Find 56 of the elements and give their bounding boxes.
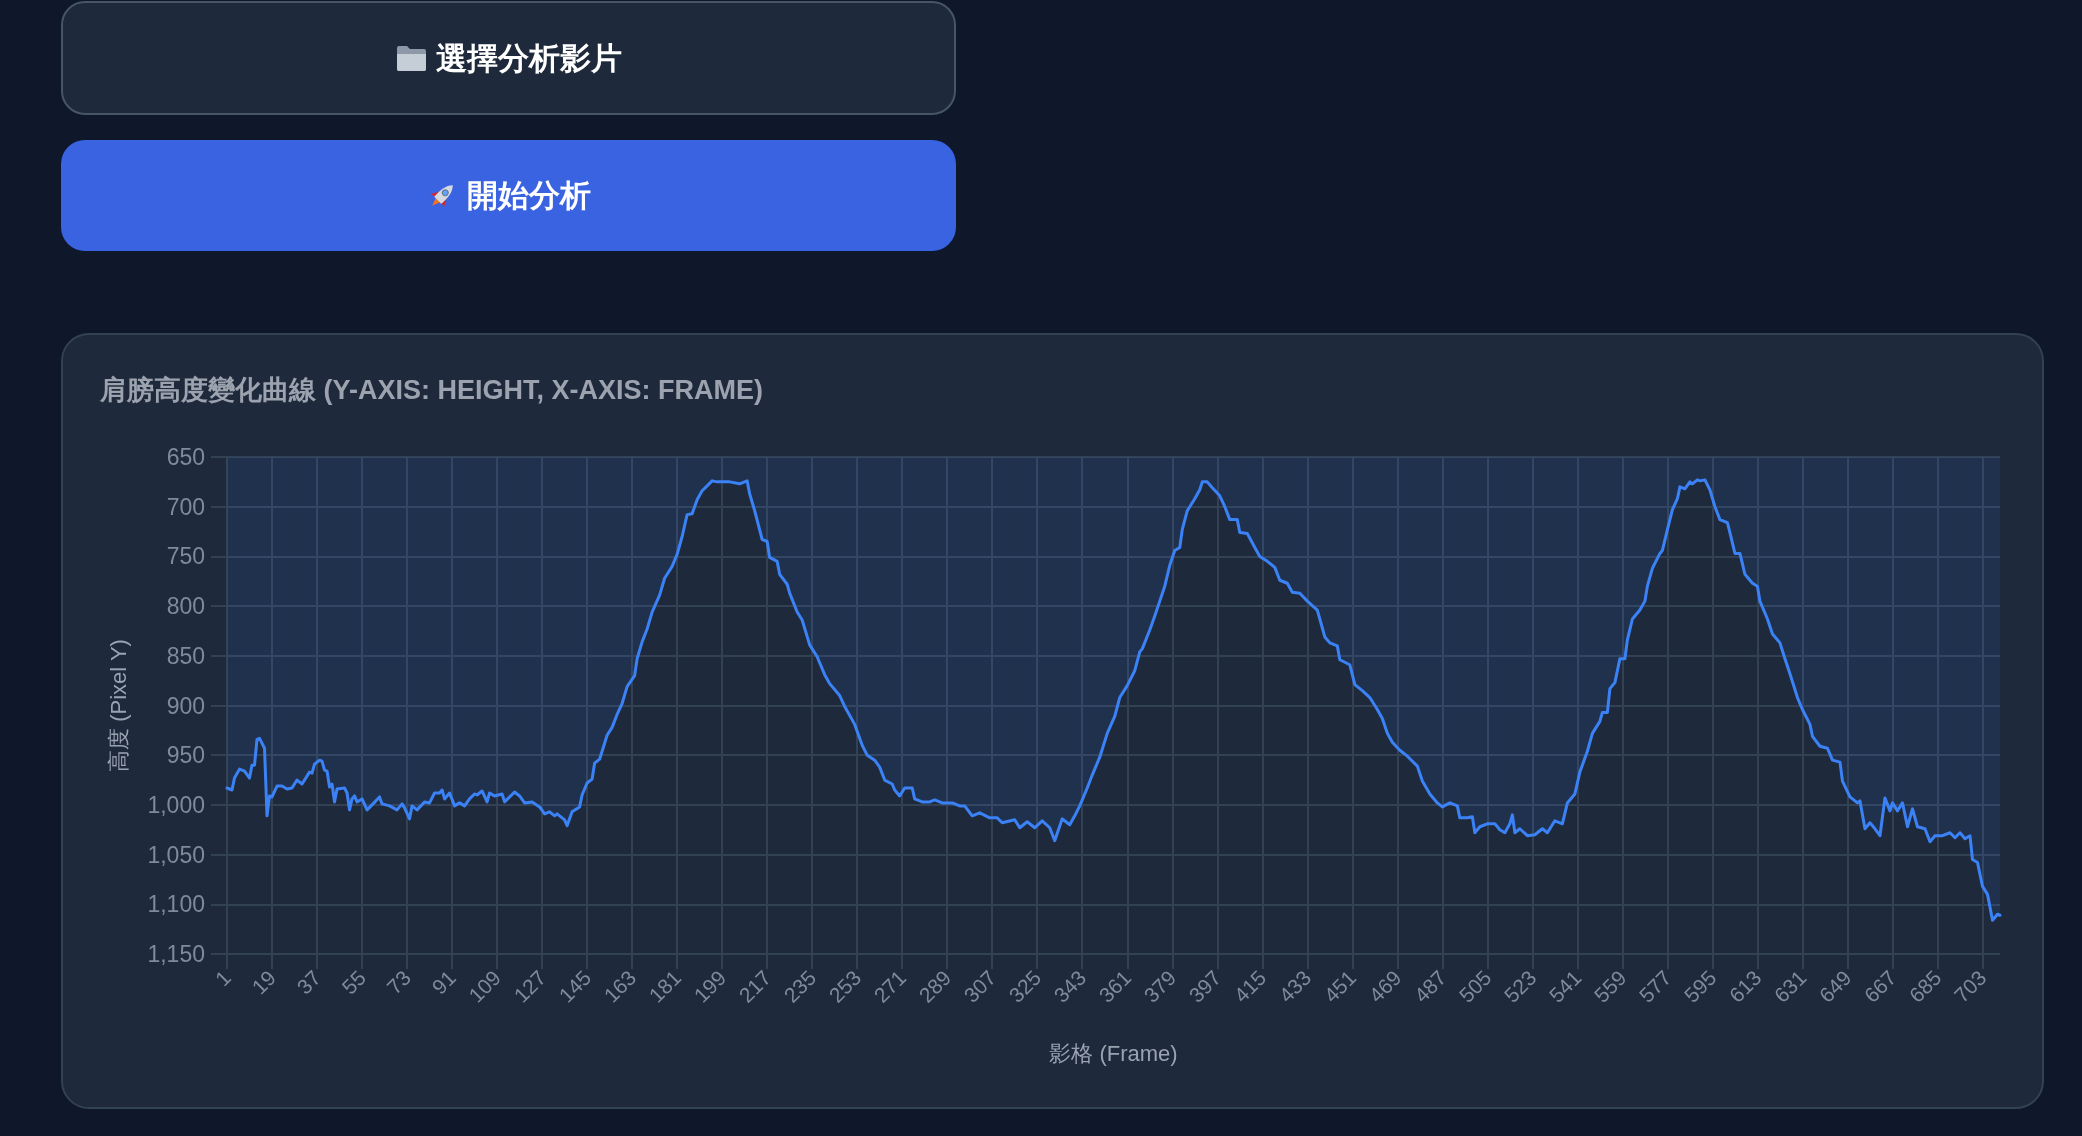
y-tick-label: 800 xyxy=(166,593,205,620)
x-tick-label: 199 xyxy=(689,965,731,1007)
x-tick-label: 685 xyxy=(1904,965,1946,1007)
start-button[interactable]: 開始分析 xyxy=(61,140,956,251)
select-file-button[interactable]: 選擇分析影片 xyxy=(61,1,956,115)
x-tick-label: 55 xyxy=(337,965,371,999)
x-tick-label: 469 xyxy=(1364,965,1406,1007)
y-tick-label: 950 xyxy=(166,742,205,769)
y-tick-label: 900 xyxy=(166,692,205,719)
x-tick-label: 397 xyxy=(1184,965,1226,1007)
x-tick-label: 145 xyxy=(554,965,596,1007)
x-tick-label: 307 xyxy=(959,965,1001,1007)
x-tick-label: 559 xyxy=(1589,965,1631,1007)
x-tick-label: 451 xyxy=(1319,965,1361,1007)
x-axis-title: 影格 (Frame) xyxy=(1049,1040,1178,1066)
x-tick-label: 127 xyxy=(509,965,551,1007)
x-tick-label: 703 xyxy=(1949,965,1991,1007)
y-tick-label: 1,150 xyxy=(147,941,205,967)
x-tick-label: 595 xyxy=(1679,965,1721,1007)
y-tick-label: 1,100 xyxy=(147,891,205,918)
x-tick-label: 325 xyxy=(1004,965,1046,1007)
x-tick-label: 433 xyxy=(1274,965,1316,1007)
y-tick-label: 1,000 xyxy=(147,791,205,818)
x-tick-label: 613 xyxy=(1724,965,1766,1007)
x-tick-label: 649 xyxy=(1814,965,1856,1007)
x-tick-label: 91 xyxy=(427,965,461,999)
y-axis-title: 高度 (Pixel Y) xyxy=(105,639,131,772)
x-tick-label: 37 xyxy=(292,965,326,999)
x-tick-label: 523 xyxy=(1499,965,1541,1007)
x-tick-label: 343 xyxy=(1049,965,1091,1007)
x-tick-label: 667 xyxy=(1859,965,1901,1007)
x-tick-label: 109 xyxy=(464,965,506,1007)
x-tick-label: 379 xyxy=(1139,965,1181,1007)
x-tick-label: 361 xyxy=(1094,965,1136,1007)
chart-title: 肩膀高度變化曲線 (Y-AXIS: HEIGHT, X-AXIS: FRAME) xyxy=(99,374,764,405)
x-tick-label: 505 xyxy=(1454,965,1496,1007)
x-tick-label: 487 xyxy=(1409,965,1451,1007)
x-tick-label: 577 xyxy=(1634,965,1676,1007)
x-tick-label: 631 xyxy=(1769,965,1811,1007)
x-tick-label: 217 xyxy=(734,965,776,1007)
x-tick-label: 1 xyxy=(210,965,236,991)
x-tick-label: 163 xyxy=(599,965,641,1007)
x-tick-label: 271 xyxy=(869,965,911,1007)
y-tick-label: 750 xyxy=(166,543,205,570)
x-tick-label: 73 xyxy=(382,965,416,999)
y-tick-label: 1,050 xyxy=(147,841,205,868)
x-tick-label: 289 xyxy=(914,965,956,1007)
x-tick-label: 235 xyxy=(779,965,821,1007)
x-tick-label: 253 xyxy=(824,965,866,1007)
y-tick-label: 850 xyxy=(166,642,205,669)
x-tick-label: 19 xyxy=(247,965,281,999)
x-tick-label: 181 xyxy=(644,965,686,1007)
y-tick-label: 650 xyxy=(166,444,205,470)
x-tick-label: 415 xyxy=(1229,965,1271,1007)
x-tick-label: 541 xyxy=(1544,965,1586,1007)
y-tick-label: 700 xyxy=(166,493,205,520)
